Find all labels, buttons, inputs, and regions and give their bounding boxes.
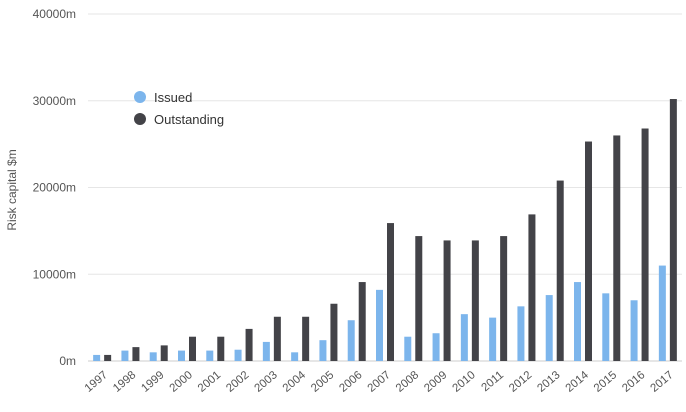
bar-issued-2008[interactable] xyxy=(404,336,412,361)
bar-outstanding-2000[interactable] xyxy=(189,336,196,361)
bar-issued-2007[interactable] xyxy=(376,289,383,361)
bar-issued-2001[interactable] xyxy=(206,350,214,361)
bar-issued-2000[interactable] xyxy=(178,350,185,361)
bar-outstanding-1999[interactable] xyxy=(160,345,168,361)
bar-outstanding-2015[interactable] xyxy=(613,135,621,361)
x-tick-label: 2014 xyxy=(564,369,592,395)
bar-issued-2014[interactable] xyxy=(574,282,581,361)
bar-outstanding-1997[interactable] xyxy=(104,354,112,361)
y-tick-label: 30000m xyxy=(33,94,76,108)
bar-outstanding-2011[interactable] xyxy=(500,236,508,361)
legend-item-outstanding[interactable]: Outstanding xyxy=(134,112,224,127)
x-tick-label: 2013 xyxy=(535,369,562,395)
bar-outstanding-2002[interactable] xyxy=(245,328,253,361)
y-tick-label: 10000m xyxy=(33,267,76,281)
bar-outstanding-2009[interactable] xyxy=(443,240,451,361)
y-axis-title: Risk capital $m xyxy=(5,149,19,230)
y-tick-label: 20000m xyxy=(33,181,76,195)
bar-issued-1999[interactable] xyxy=(149,352,157,361)
bar-outstanding-2016[interactable] xyxy=(641,128,649,361)
legend-swatch-issued xyxy=(134,91,146,103)
x-tick-label: 2008 xyxy=(394,369,421,395)
bar-issued-1998[interactable] xyxy=(121,350,129,361)
legend-swatch-outstanding xyxy=(134,113,146,125)
bar-outstanding-2004[interactable] xyxy=(302,316,310,361)
x-tick-label: 2015 xyxy=(592,369,619,395)
bar-outstanding-2017[interactable] xyxy=(669,99,677,361)
bar-issued-2002[interactable] xyxy=(234,349,242,361)
legend-item-issued[interactable]: Issued xyxy=(134,90,192,105)
bar-issued-2012[interactable] xyxy=(517,306,525,361)
x-tick-label: 2007 xyxy=(366,369,393,395)
bar-issued-2010[interactable] xyxy=(460,314,468,361)
bar-issued-1997[interactable] xyxy=(93,354,101,361)
bar-outstanding-2001[interactable] xyxy=(217,336,225,361)
y-axis-ticks: 0m 10000m 20000m 30000m 40000m xyxy=(33,7,76,368)
bar-outstanding-2008[interactable] xyxy=(415,236,423,361)
bar-issued-2009[interactable] xyxy=(432,333,440,361)
bar-outstanding-2013[interactable] xyxy=(556,180,564,361)
bar-issued-2015[interactable] xyxy=(602,293,610,361)
x-tick-label: 2011 xyxy=(479,369,506,394)
bar-outstanding-2014[interactable] xyxy=(585,141,592,361)
bar-outstanding-2010[interactable] xyxy=(471,240,479,361)
bar-outstanding-2007[interactable] xyxy=(387,223,394,361)
bar-outstanding-1998[interactable] xyxy=(132,347,140,361)
x-tick-label: 2010 xyxy=(450,369,477,395)
grid xyxy=(88,13,682,362)
bar-outstanding-2012[interactable] xyxy=(528,214,536,361)
x-tick-label: 2000 xyxy=(168,369,195,395)
x-tick-label: 1997 xyxy=(83,369,110,395)
bar-issued-2011[interactable] xyxy=(489,317,497,361)
bar-issued-2005[interactable] xyxy=(319,340,327,361)
x-tick-label: 2009 xyxy=(422,369,449,395)
x-tick-label: 1998 xyxy=(111,369,138,395)
legend-label-issued: Issued xyxy=(154,90,192,105)
bar-issued-2016[interactable] xyxy=(630,300,638,361)
legend[interactable]: Issued Outstanding xyxy=(134,90,224,127)
legend-label-outstanding: Outstanding xyxy=(154,112,224,127)
bar-issued-2013[interactable] xyxy=(545,295,553,361)
bar-issued-2004[interactable] xyxy=(291,352,299,361)
x-tick-label: 2017 xyxy=(648,369,675,395)
x-axis-ticks: 1997 1998 1999 2000 2001 2002 2003 2004 2005 2006… xyxy=(83,369,676,395)
x-tick-label: 2016 xyxy=(620,369,647,395)
bar-outstanding-2006[interactable] xyxy=(358,282,366,361)
x-tick-label: 2006 xyxy=(337,369,364,395)
x-tick-label: 2004 xyxy=(281,369,309,395)
bar-outstanding-2005[interactable] xyxy=(330,303,338,361)
x-tick-label: 2002 xyxy=(224,369,251,395)
x-tick-label: 2003 xyxy=(252,369,279,395)
bar-outstanding-2003[interactable] xyxy=(273,316,281,361)
y-tick-label: 0m xyxy=(59,354,76,368)
bar-issued-2003[interactable] xyxy=(262,341,270,361)
x-tick-label: 2005 xyxy=(309,369,336,395)
bar-issued-2006[interactable] xyxy=(347,320,355,361)
y-tick-label: 40000m xyxy=(33,7,76,21)
bars xyxy=(93,99,677,361)
x-tick-label: 1999 xyxy=(139,369,166,395)
x-tick-label: 2001 xyxy=(196,369,223,395)
bar-issued-2017[interactable] xyxy=(658,265,666,361)
x-tick-label: 2012 xyxy=(507,369,534,395)
